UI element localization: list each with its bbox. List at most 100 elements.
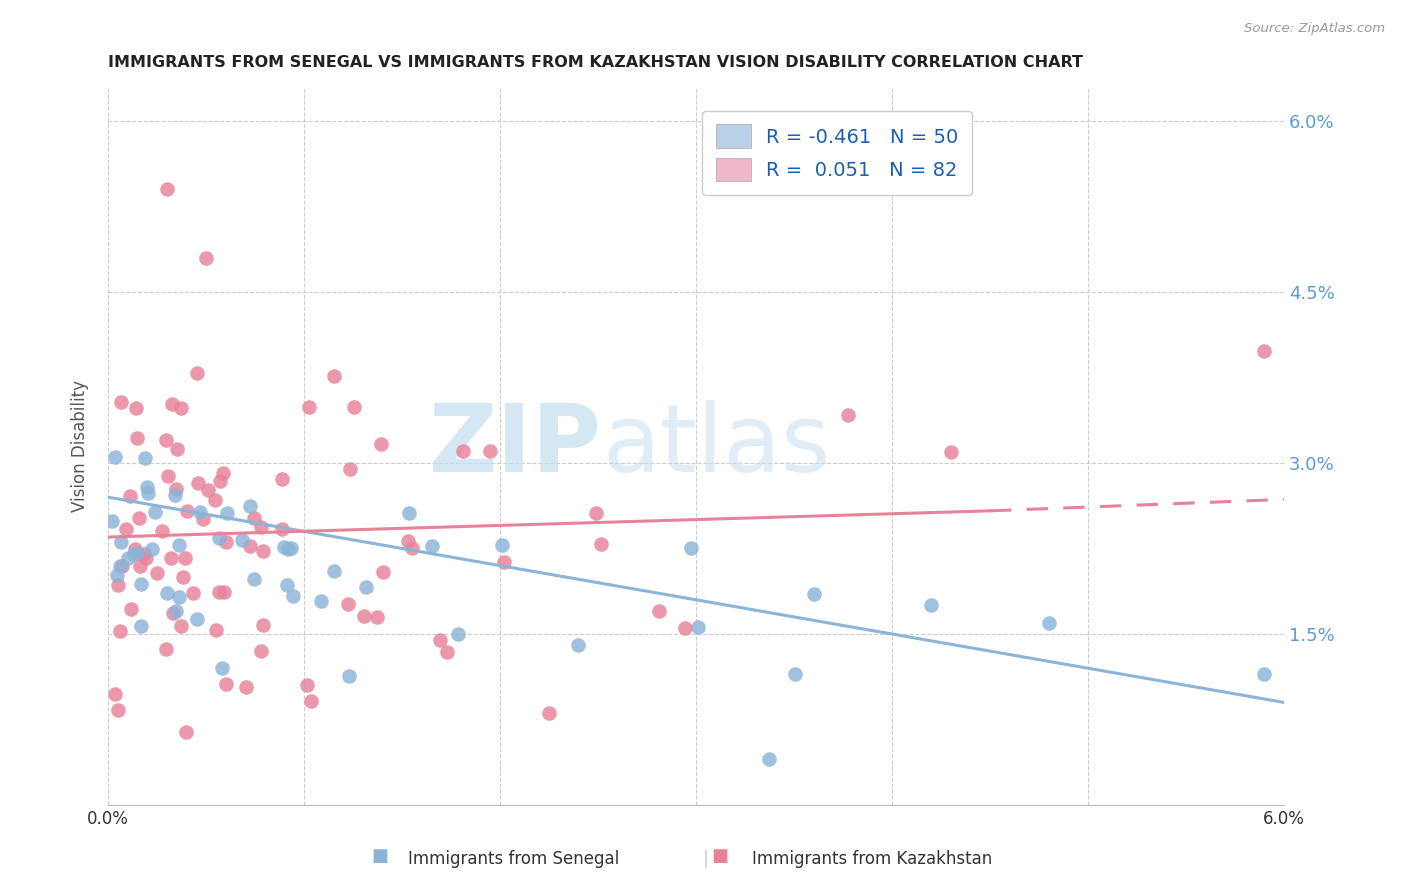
Point	[398, 506, 420, 520]
Point	[162, 606, 184, 620]
Text: |: |	[703, 850, 709, 868]
Point	[108, 624, 131, 639]
Y-axis label: Vision Disability: Vision Disability	[72, 380, 89, 512]
Point	[939, 444, 962, 458]
Point	[337, 669, 360, 683]
Point	[170, 619, 193, 633]
Point	[494, 555, 516, 569]
Point	[679, 541, 702, 555]
Point	[128, 511, 150, 525]
Point	[370, 437, 392, 451]
Point	[176, 504, 198, 518]
Point	[156, 469, 179, 483]
Point	[197, 483, 219, 497]
Point	[299, 694, 322, 708]
Point	[589, 537, 612, 551]
Point	[166, 442, 188, 456]
Text: Source: ZipAtlas.com: Source: ZipAtlas.com	[1244, 22, 1385, 36]
Point	[920, 599, 942, 613]
Point	[110, 395, 132, 409]
Point	[249, 520, 271, 534]
Point	[436, 645, 458, 659]
Point	[124, 542, 146, 557]
Text: IMMIGRANTS FROM SENEGAL VS IMMIGRANTS FROM KAZAKHSTAN VISION DISABILITY CORRELAT: IMMIGRANTS FROM SENEGAL VS IMMIGRANTS FR…	[108, 55, 1083, 70]
Point	[217, 506, 239, 520]
Point	[136, 480, 159, 494]
Point	[276, 577, 298, 591]
Point	[208, 531, 231, 545]
Point	[538, 706, 561, 720]
Point	[271, 522, 294, 536]
Point	[174, 725, 197, 739]
Point	[204, 493, 226, 508]
Point	[155, 641, 177, 656]
Text: atlas: atlas	[602, 400, 830, 491]
Point	[129, 619, 152, 633]
Point	[243, 511, 266, 525]
Point	[401, 541, 423, 556]
Point	[309, 594, 332, 608]
Point	[155, 434, 177, 448]
Point	[160, 397, 183, 411]
Point	[783, 666, 806, 681]
Point	[366, 609, 388, 624]
Point	[250, 644, 273, 658]
Point	[120, 489, 142, 503]
Point	[297, 678, 319, 692]
Point	[156, 585, 179, 599]
Text: ■: ■	[711, 847, 728, 865]
Point	[169, 401, 191, 415]
Point	[134, 547, 156, 561]
Point	[193, 512, 215, 526]
Point	[143, 505, 166, 519]
Text: ■: ■	[371, 847, 388, 865]
Point	[105, 568, 128, 582]
Point	[167, 590, 190, 604]
Point	[101, 514, 124, 528]
Point	[354, 581, 377, 595]
Point	[280, 541, 302, 556]
Point	[146, 566, 169, 580]
Point	[215, 677, 238, 691]
Point	[174, 550, 197, 565]
Point	[165, 482, 187, 496]
Text: ZIP: ZIP	[429, 400, 602, 491]
Point	[122, 548, 145, 562]
Point	[803, 587, 825, 601]
Point	[322, 368, 344, 383]
Point	[115, 522, 138, 536]
Point	[243, 573, 266, 587]
Point	[188, 505, 211, 519]
Point	[141, 542, 163, 557]
Point	[1038, 615, 1060, 630]
Point	[478, 443, 501, 458]
Point	[117, 550, 139, 565]
Legend: R = -0.461   N = 50, R =  0.051   N = 82: R = -0.461 N = 50, R = 0.051 N = 82	[702, 111, 972, 195]
Point	[187, 475, 209, 490]
Point	[156, 182, 179, 196]
Point	[283, 589, 305, 603]
Point	[208, 585, 231, 599]
Point	[837, 408, 859, 422]
Point	[186, 612, 208, 626]
Text: Immigrants from Senegal: Immigrants from Senegal	[408, 850, 619, 868]
Point	[239, 539, 262, 553]
Point	[110, 535, 132, 549]
Point	[127, 431, 149, 445]
Point	[567, 638, 589, 652]
Point	[491, 538, 513, 552]
Point	[323, 564, 346, 578]
Point	[208, 474, 231, 488]
Point	[129, 559, 152, 574]
Point	[186, 366, 208, 380]
Text: Immigrants from Kazakhstan: Immigrants from Kazakhstan	[752, 850, 991, 868]
Point	[110, 559, 132, 574]
Point	[396, 534, 419, 549]
Point	[108, 558, 131, 573]
Point	[447, 627, 470, 641]
Point	[1253, 667, 1275, 681]
Point	[273, 540, 295, 554]
Point	[686, 620, 709, 634]
Point	[107, 703, 129, 717]
Point	[167, 538, 190, 552]
